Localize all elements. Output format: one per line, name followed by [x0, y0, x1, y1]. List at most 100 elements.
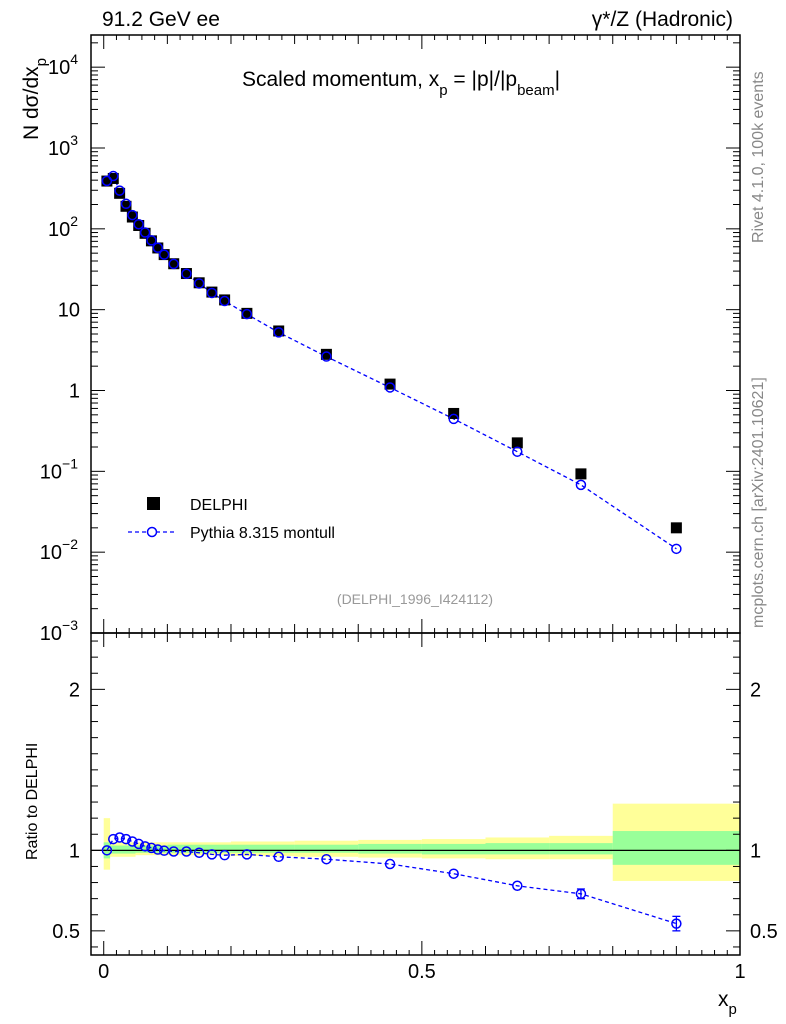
- delphi-point: [575, 468, 587, 480]
- main-y-tick-label: 103: [48, 132, 78, 160]
- ratio-inner-band: [549, 843, 613, 855]
- pythia-point: [168, 258, 179, 270]
- ratio-panel-axes: 0.5 0.51 12 20 0.5 1: [52, 632, 778, 983]
- delphi-point: [180, 268, 192, 280]
- ratio-y-tick-label-left: 2: [69, 679, 80, 701]
- delphi-point: [168, 258, 180, 270]
- x-tick-label: 0.5: [408, 961, 436, 983]
- x-tick-label: 0: [98, 961, 109, 983]
- ratio-point: [512, 880, 523, 892]
- ratio-point: [168, 846, 179, 857]
- ratio-inner-band: [230, 844, 295, 853]
- main-y-tick-label: 10−1: [40, 455, 78, 483]
- pythia-point: [193, 278, 205, 289]
- ratio-point: [101, 845, 113, 856]
- delphi-point: [101, 175, 113, 187]
- pythia-point: [181, 268, 192, 280]
- x-axis-label: xp: [718, 988, 737, 1018]
- ratio-point: [108, 833, 119, 845]
- header-left-label: 91.2 GeV ee: [102, 8, 220, 31]
- pythia-point: [671, 543, 682, 555]
- ratio-inner-band: [358, 843, 422, 854]
- ratio-point: [181, 846, 192, 857]
- ratio-inner-band: [294, 844, 359, 853]
- ratio-y-tick-label-right: 2: [750, 679, 761, 701]
- delphi-point: [107, 172, 119, 184]
- ratio-point: [139, 841, 151, 852]
- pythia-point: [158, 249, 170, 260]
- ratio-point: [671, 918, 682, 929]
- ratio-y-tick-label-left: 0.5: [52, 921, 80, 943]
- ratio-point: [448, 868, 459, 879]
- pythia-point: [120, 198, 132, 210]
- delphi-point: [448, 407, 460, 419]
- main-frame: [90, 34, 741, 634]
- delphi-point: [152, 242, 164, 254]
- delphi-point: [273, 325, 285, 337]
- pythia-point: [384, 382, 396, 393]
- delphi-point: [145, 235, 157, 247]
- analysis-id-watermark: (DELPHI_1996_I424112): [337, 591, 493, 607]
- ratio-point: [241, 849, 253, 860]
- pythia-point: [512, 446, 523, 457]
- ratio-point: [152, 844, 164, 855]
- ratio-point: [114, 832, 125, 843]
- main-y-tick-label: 10: [58, 300, 80, 322]
- pythia-point: [448, 413, 459, 425]
- pythia-point: [114, 185, 125, 196]
- main-title: Scaled momentum, xp = |p|/|pbeam|: [242, 68, 560, 99]
- legend-pythia-label: Pythia 8.315 montull: [190, 525, 335, 542]
- pythia-point: [133, 218, 144, 230]
- legend-delphi-marker: [147, 497, 160, 510]
- main-y-axis-label: N dσ/dxp: [20, 58, 50, 140]
- ratio-inner-band: [135, 845, 168, 853]
- mcplots-label: mcplots.cern.ch [arXiv:2401.10621]: [750, 377, 767, 628]
- legend-pythia-marker: [146, 526, 158, 538]
- main-y-tick-label: 10−2: [40, 536, 78, 564]
- delphi-point: [126, 211, 138, 223]
- ratio-point: [206, 849, 218, 860]
- ratio-inner-band: [612, 831, 740, 865]
- delphi-point: [670, 522, 682, 534]
- main-y-tick-label: 104: [48, 51, 78, 79]
- pythia-point: [206, 287, 218, 299]
- main-y-tick-label: 102: [48, 213, 78, 241]
- delphi-point: [193, 277, 205, 289]
- ratio-inner-band: [485, 843, 550, 855]
- pythia-point: [241, 308, 253, 320]
- main-y-tick-label: 10−3: [40, 617, 78, 645]
- delphi-point: [320, 348, 332, 360]
- ratio-y-tick-label-right: 0.5: [750, 921, 778, 943]
- pythia-point: [219, 295, 230, 307]
- delphi-point: [158, 249, 170, 261]
- x-tick-label: 1: [734, 961, 745, 983]
- pythia-point: [146, 235, 157, 246]
- ratio-point: [120, 833, 132, 845]
- ratio-inner-band: [110, 845, 136, 854]
- header-right-label: γ*/Z (Hadronic): [592, 8, 733, 31]
- delphi-point: [241, 307, 253, 319]
- delphi-point: [133, 219, 145, 231]
- pythia-point: [108, 170, 119, 182]
- delphi-point: [139, 227, 151, 239]
- rivet-version-label: Rivet 4.1.0, 100k events: [750, 71, 767, 243]
- ratio-point: [127, 836, 138, 847]
- ratio-point: [146, 842, 157, 854]
- ratio-point: [133, 838, 144, 850]
- ratio-point: [575, 888, 587, 900]
- ratio-point: [193, 847, 205, 859]
- ratio-y-tick-label-right: 1: [750, 840, 761, 862]
- ratio-inner-band: [421, 843, 486, 855]
- pythia-point: [321, 351, 332, 362]
- main-y-tick-label: 1: [69, 381, 80, 403]
- ratio-point: [321, 853, 332, 865]
- pythia-point: [152, 242, 164, 254]
- delphi-point: [511, 437, 523, 449]
- ratio-point: [273, 851, 284, 863]
- delphi-point: [114, 187, 126, 199]
- ratio-panel-series: [101, 832, 682, 932]
- ratio-y-tick-label-left: 1: [69, 840, 80, 862]
- ratio-point: [219, 849, 230, 861]
- main-panel-series: [101, 170, 682, 555]
- delphi-point: [219, 294, 231, 306]
